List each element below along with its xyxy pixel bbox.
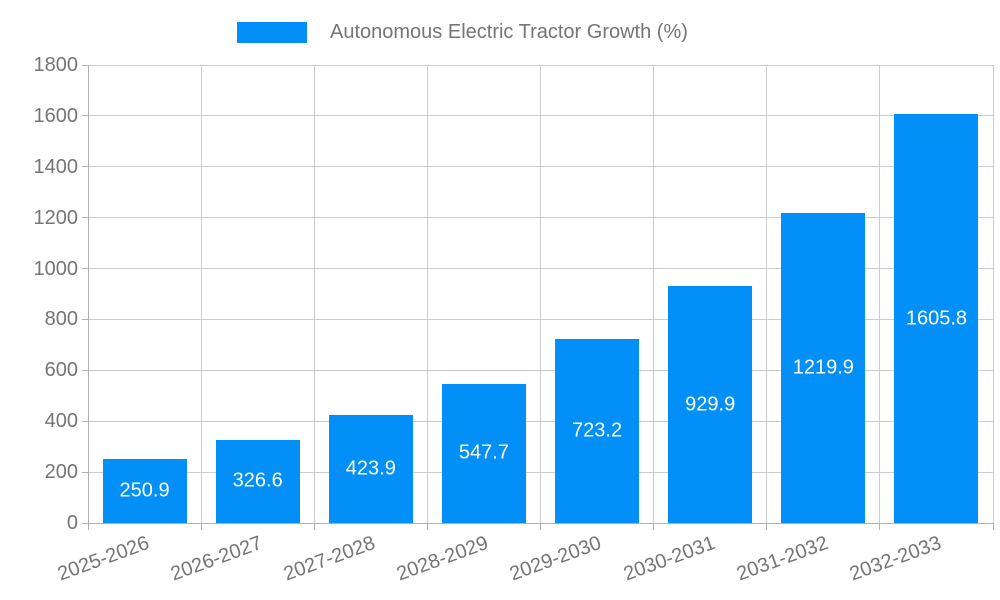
y-tick-label: 800 [44,308,78,331]
bar-value-label: 547.7 [458,441,509,464]
y-tick-label: 1800 [33,54,79,76]
x-axis-tick [879,523,881,530]
x-tick-label: 2026-2027 [167,532,266,586]
bar: 547.7 [441,383,526,523]
y-axis-line [87,65,89,530]
y-tick-label: 1400 [33,155,79,178]
y-axis-tick [82,471,88,473]
x-tick-label: 2028-2029 [394,532,492,586]
legend-label: Autonomous Electric Tractor Growth (%) [330,21,688,43]
x-tick-label: 2030-2031 [620,532,718,586]
y-tick-label: 400 [44,410,78,433]
bar: 1605.8 [894,114,979,523]
gridline-vertical [653,65,655,523]
y-axis-tick [82,166,88,168]
y-axis-tick [82,268,88,270]
bar-value-label: 326.6 [232,469,283,492]
bar-value-label: 1605.8 [905,307,968,330]
x-axis-tick [653,523,655,530]
bar-value-label: 423.9 [345,457,396,480]
x-axis-tick [992,523,994,530]
bar: 723.2 [555,338,640,523]
y-axis-tick [82,217,88,219]
x-axis-baseline [88,522,993,524]
bar: 250.9 [102,459,187,523]
x-tick-label: 2025-2026 [54,532,153,586]
bar-value-label: 723.2 [572,419,623,442]
x-tick-label: 2031-2032 [733,532,831,586]
gridline-vertical [879,65,881,523]
x-axis-tick [540,523,541,530]
x-axis-tick [313,523,315,530]
y-axis-tick [82,369,88,371]
bar: 326.6 [215,439,300,523]
bar: 1219.9 [781,212,866,523]
y-tick-label: 1200 [33,206,79,229]
gridline-vertical [313,65,315,523]
y-tick-label: 1000 [33,257,79,280]
x-axis-tick [766,523,768,530]
gridline-vertical [992,65,994,523]
y-axis-tick [82,420,88,422]
y-axis-tick [82,318,88,320]
x-tick-label: 2032-2033 [846,532,944,586]
x-axis-tick [200,523,202,530]
y-tick-label: 600 [44,359,78,382]
y-tick-label: 0 [66,512,78,534]
gridline-vertical [426,65,428,523]
x-tick-label: 2029-2030 [507,532,605,586]
x-axis-tick [426,523,428,530]
bar-value-label: 250.9 [119,479,170,502]
y-axis-tick [82,64,88,66]
y-axis-tick [82,522,88,524]
gridline-vertical [540,65,541,523]
y-tick-label: 200 [44,461,78,484]
x-tick-label: 2027-2028 [280,532,379,586]
y-axis-tick [82,115,88,117]
bar-value-label: 929.9 [685,393,736,416]
legend-swatch-icon [237,22,307,43]
gridline-vertical [766,65,768,523]
gridline-vertical [200,65,202,523]
bar-value-label: 1219.9 [792,356,854,379]
bar: 929.9 [668,286,753,523]
y-tick-label: 1600 [33,104,79,127]
bar: 423.9 [328,415,413,523]
